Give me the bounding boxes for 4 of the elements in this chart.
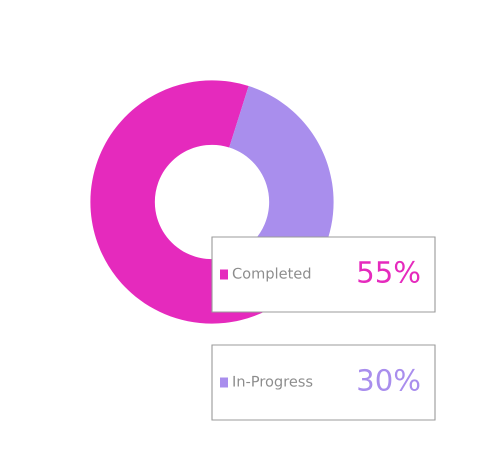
legend-label: Completed [232,267,310,282]
legend-label: In-Progress [233,376,312,390]
data-label: 30% [358,368,420,391]
data-label: 55% [358,260,420,283]
